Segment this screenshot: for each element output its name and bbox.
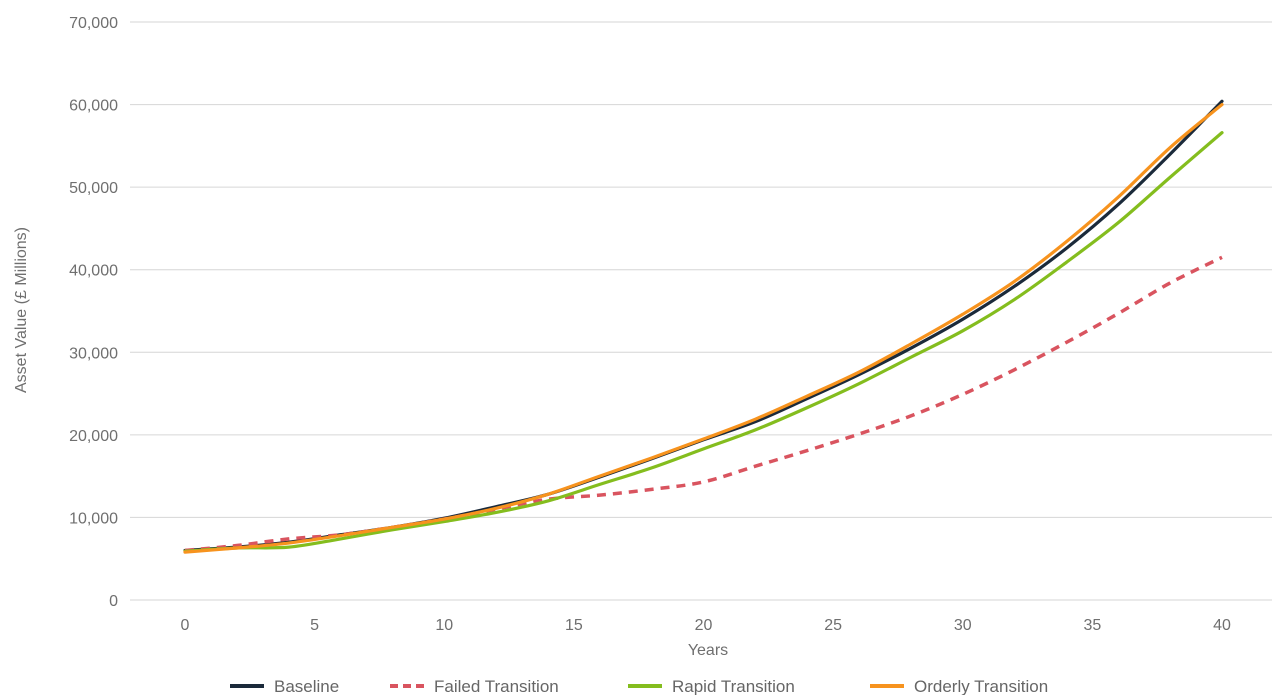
x-tick-label: 25 bbox=[824, 617, 842, 634]
y-axis-ticks: 0 10,000 20,000 30,000 40,000 50,000 60,000 70,… bbox=[69, 15, 118, 610]
y-tick-label: 60,000 bbox=[69, 98, 118, 115]
legend-label: Rapid Transition bbox=[672, 677, 795, 695]
x-tick-label: 0 bbox=[181, 617, 190, 634]
series-line-orderly-transition bbox=[183, 102, 1224, 554]
y-tick-label: 10,000 bbox=[69, 510, 118, 527]
series-lines bbox=[183, 99, 1224, 554]
x-tick-label: 35 bbox=[1083, 617, 1101, 634]
series-line-failed-transition bbox=[184, 255, 1223, 553]
x-tick-label: 40 bbox=[1213, 617, 1231, 634]
gridlines bbox=[130, 21, 1272, 601]
y-tick-label: 70,000 bbox=[69, 15, 118, 32]
legend: Baseline Failed Transition Rapid Transitio… bbox=[230, 677, 1048, 695]
series-line-baseline bbox=[183, 99, 1224, 553]
x-tick-label: 10 bbox=[435, 617, 453, 634]
x-tick-label: 5 bbox=[310, 617, 319, 634]
legend-label: Failed Transition bbox=[434, 677, 559, 695]
x-tick-label: 20 bbox=[695, 617, 713, 634]
y-tick-label: 20,000 bbox=[69, 428, 118, 445]
legend-label: Baseline bbox=[274, 677, 339, 695]
x-tick-label: 30 bbox=[954, 617, 972, 634]
series-line-rapid-transition bbox=[183, 131, 1224, 553]
x-axis-ticks: 0 5 10 15 20 25 30 35 40 bbox=[181, 617, 1231, 634]
y-tick-label: 40,000 bbox=[69, 263, 118, 280]
y-axis-title: Asset Value (£ Millions) bbox=[13, 227, 30, 393]
y-tick-label: 50,000 bbox=[69, 180, 118, 197]
x-axis-title: Years bbox=[688, 642, 728, 659]
y-tick-label: 0 bbox=[109, 593, 118, 610]
legend-label: Orderly Transition bbox=[914, 677, 1048, 695]
y-tick-label: 30,000 bbox=[69, 345, 118, 362]
x-tick-label: 15 bbox=[565, 617, 583, 634]
